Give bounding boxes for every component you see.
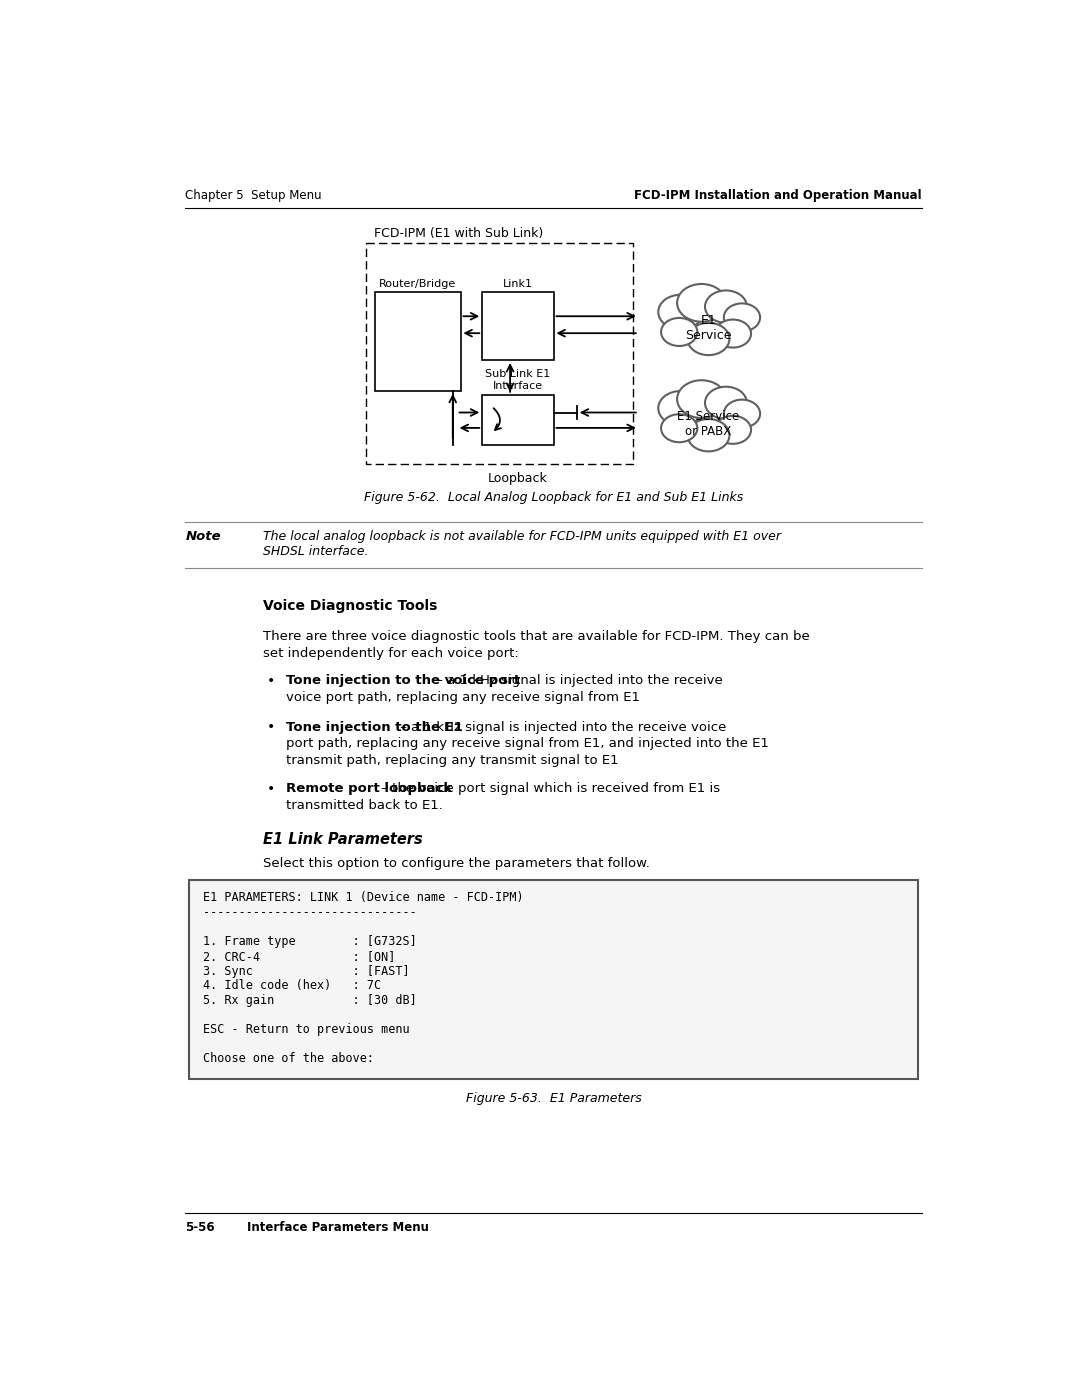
Text: E1 Link Parameters: E1 Link Parameters <box>262 833 422 847</box>
Bar <box>482 395 554 444</box>
Text: FCD-IPM (E1 with Sub Link): FCD-IPM (E1 with Sub Link) <box>374 228 543 240</box>
Text: Link1: Link1 <box>503 278 532 289</box>
Text: Choose one of the above:: Choose one of the above: <box>203 1052 374 1066</box>
Text: set independently for each voice port:: set independently for each voice port: <box>262 647 518 659</box>
Text: E1 Service
or PABX: E1 Service or PABX <box>677 411 740 439</box>
Text: ------------------------------: ------------------------------ <box>203 907 417 919</box>
Ellipse shape <box>705 387 747 419</box>
Text: •: • <box>267 721 275 735</box>
Text: Interface Parameters Menu: Interface Parameters Menu <box>247 1221 429 1234</box>
Ellipse shape <box>677 284 726 321</box>
Text: port path, replacing any receive signal from E1, and injected into the E1: port path, replacing any receive signal … <box>286 738 769 750</box>
Text: Figure 5-63.  E1 Parameters: Figure 5-63. E1 Parameters <box>465 1092 642 1105</box>
Text: 5-56: 5-56 <box>186 1221 215 1234</box>
Text: E1 PARAMETERS: LINK 1 (Device name - FCD-IPM): E1 PARAMETERS: LINK 1 (Device name - FCD… <box>203 891 524 904</box>
Text: Loopback: Loopback <box>488 472 548 485</box>
Text: Remote port loopback: Remote port loopback <box>286 782 453 795</box>
Text: Tone injection to the voice port: Tone injection to the voice port <box>286 675 521 687</box>
Ellipse shape <box>688 419 729 451</box>
Text: – a 1 kHz signal is injected into the receive: – a 1 kHz signal is injected into the re… <box>432 675 723 687</box>
Text: Figure 5-62.  Local Analog Loopback for E1 and Sub E1 Links: Figure 5-62. Local Analog Loopback for E… <box>364 490 743 504</box>
Bar <box>189 880 918 1078</box>
Text: Router/Bridge: Router/Bridge <box>379 278 457 289</box>
Text: transmit path, replacing any transmit signal to E1: transmit path, replacing any transmit si… <box>286 754 619 767</box>
Text: 2. CRC-4             : [ON]: 2. CRC-4 : [ON] <box>203 950 395 963</box>
Text: ESC - Return to previous menu: ESC - Return to previous menu <box>203 1023 409 1037</box>
Ellipse shape <box>705 291 747 323</box>
Text: 5. Rx gain           : [30 dB]: 5. Rx gain : [30 dB] <box>203 993 417 1007</box>
Text: E1
Service: E1 Service <box>685 314 732 342</box>
Text: Tone injection to the E1: Tone injection to the E1 <box>286 721 463 733</box>
Text: There are three voice diagnostic tools that are available for FCD-IPM. They can : There are three voice diagnostic tools t… <box>262 630 810 643</box>
Bar <box>482 292 554 360</box>
Text: 1. Frame type        : [G732S]: 1. Frame type : [G732S] <box>203 936 417 949</box>
Ellipse shape <box>661 319 698 346</box>
Text: FCD-IPM Installation and Operation Manual: FCD-IPM Installation and Operation Manua… <box>634 189 921 201</box>
Text: – the voice port signal which is received from E1 is: – the voice port signal which is receive… <box>377 782 720 795</box>
Ellipse shape <box>724 303 760 331</box>
Text: Sub Link E1
Interface: Sub Link E1 Interface <box>485 369 551 391</box>
Text: voice port path, replacing any receive signal from E1: voice port path, replacing any receive s… <box>286 692 640 704</box>
Ellipse shape <box>677 380 726 418</box>
Ellipse shape <box>659 391 703 426</box>
Text: Chapter 5  Setup Menu: Chapter 5 Setup Menu <box>186 189 322 201</box>
Text: 4. Idle code (hex)   : 7C: 4. Idle code (hex) : 7C <box>203 979 381 992</box>
Ellipse shape <box>724 400 760 427</box>
Ellipse shape <box>659 295 703 330</box>
Bar <box>375 292 460 391</box>
Text: •: • <box>267 782 275 796</box>
Ellipse shape <box>715 320 751 348</box>
Text: 3. Sync              : [FAST]: 3. Sync : [FAST] <box>203 964 409 978</box>
Text: The local analog loopback is not available for FCD-IPM units equipped with E1 ov: The local analog loopback is not availab… <box>262 529 781 542</box>
Text: Select this option to configure the parameters that follow.: Select this option to configure the para… <box>262 856 650 870</box>
Text: transmitted back to E1.: transmitted back to E1. <box>286 799 443 812</box>
Text: – a 1 kHz signal is injected into the receive voice: – a 1 kHz signal is injected into the re… <box>395 721 726 733</box>
Text: •: • <box>267 675 275 689</box>
Text: Voice Diagnostic Tools: Voice Diagnostic Tools <box>262 599 437 613</box>
Ellipse shape <box>661 414 698 443</box>
Text: Note: Note <box>186 529 221 542</box>
Bar <box>366 243 633 464</box>
Text: SHDSL interface.: SHDSL interface. <box>262 545 368 557</box>
Ellipse shape <box>715 416 751 444</box>
Ellipse shape <box>688 323 729 355</box>
